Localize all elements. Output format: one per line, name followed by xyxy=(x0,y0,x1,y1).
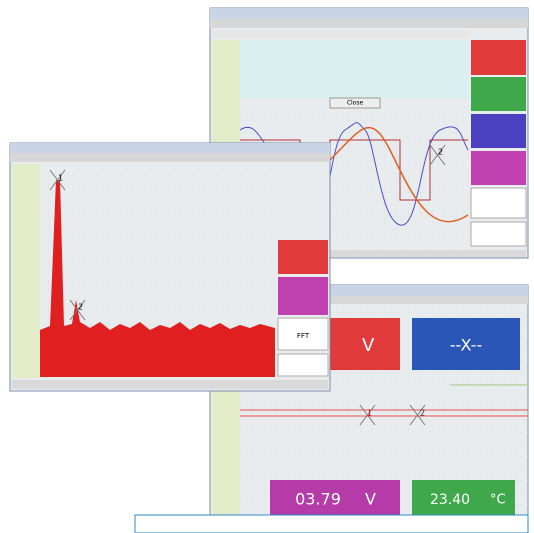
meter-window: 1 2 3 V --X-- 03.79 V 23.40 °C xyxy=(209,284,529,533)
toolbar xyxy=(212,30,468,38)
control-box xyxy=(470,221,527,247)
channel-box xyxy=(278,240,328,274)
channel-box xyxy=(278,277,328,315)
reading-unit: °C xyxy=(490,493,506,508)
cursor-label: 2 xyxy=(438,148,443,157)
menu-bar xyxy=(210,19,528,28)
channel-box xyxy=(471,40,526,75)
measure-panel xyxy=(240,40,468,98)
channel-box xyxy=(471,77,526,111)
fft-window: 1 2 FFT xyxy=(9,142,331,392)
title-bar xyxy=(10,143,330,153)
cursor-label: 1 xyxy=(367,409,372,418)
status-bar xyxy=(12,380,328,389)
cursor xyxy=(49,169,86,321)
side-panel xyxy=(12,164,40,378)
menu-bar xyxy=(10,153,330,162)
control-box xyxy=(277,353,329,377)
menu-bar xyxy=(210,296,528,304)
reading-value: --X-- xyxy=(450,336,482,355)
button-label: Close xyxy=(347,100,364,107)
control-box xyxy=(277,317,329,351)
close-button[interactable] xyxy=(329,97,381,109)
reading-box xyxy=(412,318,520,370)
title-bar xyxy=(210,285,528,296)
mode-label: FFT xyxy=(297,332,310,340)
cursor-label: 2 xyxy=(78,303,83,312)
channel-box xyxy=(471,114,526,148)
cursor-label: 2 xyxy=(420,409,425,418)
cursor-label: 1 xyxy=(58,174,63,183)
reading-unit: V xyxy=(365,490,376,509)
spectrum xyxy=(40,180,275,377)
status-bar xyxy=(212,250,526,257)
cursor xyxy=(359,404,426,426)
title-bar xyxy=(210,8,528,19)
control-box xyxy=(470,187,527,219)
overlay-box xyxy=(134,514,529,533)
channel-box xyxy=(471,151,526,185)
reading-unit: V xyxy=(362,335,375,356)
reading-value: 03.79 xyxy=(295,490,341,509)
reading-value: 23.40 xyxy=(430,492,470,508)
